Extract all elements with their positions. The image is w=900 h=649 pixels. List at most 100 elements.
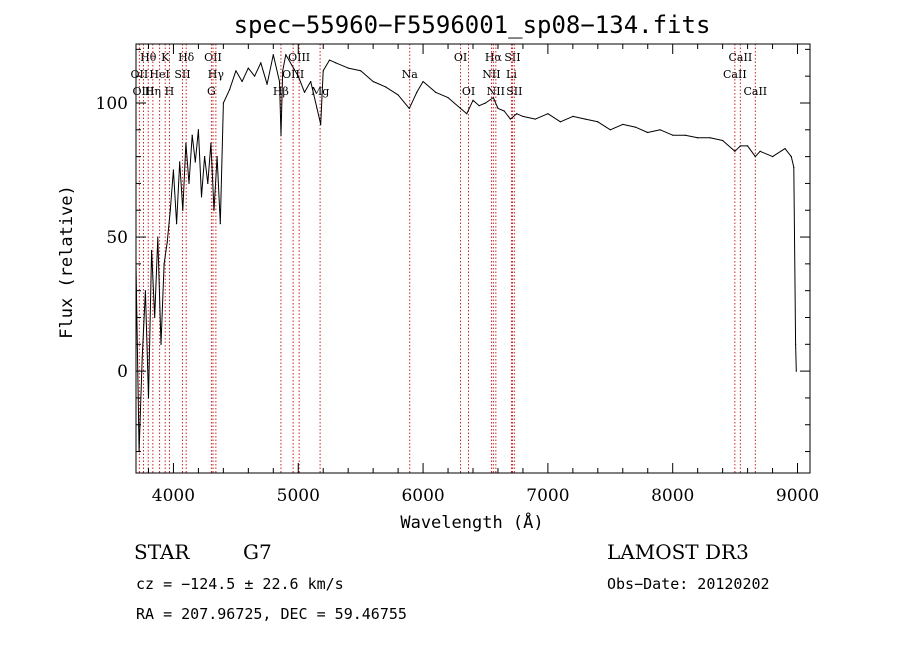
data-point [310,80,312,83]
data-point [697,137,699,139]
data-point [509,118,512,120]
data-point [492,97,494,99]
data-point [285,54,287,56]
data-point [397,94,399,96]
data-point [182,209,184,211]
data-point [303,91,306,93]
survey-name: LAMOST DR3 [607,540,749,564]
line-marker-label: SII [174,68,190,81]
observation-date: Obs−Date: 20120202 [607,575,770,593]
x-tick-label: 6000 [401,486,444,506]
object-class: STAR [134,540,190,564]
line-marker-label: Hβ [273,85,289,98]
spectrum-series [135,54,797,453]
data-point [328,59,331,61]
data-point [746,145,749,147]
data-point [754,156,756,158]
data-point [790,156,792,158]
line-marker-label: CaII [723,68,747,81]
data-point [197,129,200,131]
data-point [185,142,187,144]
data-point [280,134,282,136]
data-point [503,110,505,112]
data-point [722,139,724,142]
data-point [466,113,468,115]
data-point [472,99,474,101]
line-marker-label: OIII [282,68,304,81]
plot-frame [135,43,811,474]
data-point [684,134,686,136]
data-point [784,147,786,150]
data-point [634,126,636,128]
line-marker-label: H [165,85,175,98]
data-point [597,121,599,123]
emission-line-markers: Hθ OII OIII K HeI Hη Hδ SII H OII Hγ G OIII OIII Hβ Mg N… [131,44,767,473]
sky-coordinates: RA = 207.96725, DEC = 59.46755 [136,605,407,623]
data-point [207,182,209,185]
data-point [385,86,387,88]
line-marker-label: OIII [288,51,310,64]
data-point [222,102,224,104]
line-marker-label: HeI [149,68,169,81]
line-marker-label: Hη [145,85,161,98]
y-axis-label: Flux (relative) [57,185,77,339]
data-point [522,115,524,117]
y-tick-label: 100 [96,94,128,114]
data-point [771,156,774,158]
x-axis-label: Wavelength (Å) [400,511,543,533]
data-point [241,80,243,83]
data-point [659,129,661,131]
line-marker-label: Na [402,68,419,81]
x-tick-label: 4000 [152,486,195,506]
line-marker-label: OII [204,51,222,64]
data-point [160,343,162,345]
data-point [408,107,410,109]
data-point [795,343,797,345]
data-point [188,182,190,185]
data-point [157,236,159,238]
series-line-0 [135,54,797,453]
data-point [572,115,574,117]
data-point [316,107,318,109]
data-point [194,161,196,163]
line-marker-label: SII [506,85,522,98]
data-point [335,62,337,64]
x-tick-label: 8000 [651,486,694,506]
data-point [169,209,171,211]
data-point [360,70,362,72]
object-subclass: G7 [243,540,272,564]
data-point [322,70,324,72]
data-point [584,118,586,120]
data-point [759,150,761,152]
line-marker-label: K [161,51,170,64]
data-point [200,196,203,198]
data-point [235,70,237,72]
chart-title: spec−55960−F5596001_sp08−134.fits [234,11,711,39]
data-point [793,166,795,168]
data-point [272,54,274,56]
data-point [559,121,561,123]
line-marker-label: NII [482,68,500,81]
data-point [534,118,537,120]
data-point [151,249,153,252]
line-marker-label: OIII [132,85,154,98]
data-point [739,145,741,147]
data-point [175,223,178,225]
data-point [260,62,262,64]
data-point [647,131,649,134]
data-point [204,156,206,158]
y-tick-label: 0 [117,362,128,382]
line-marker-label: SII [504,51,520,64]
axis-ticks: 4000 5000 6000 7000 8000 9000 0 50 100 [96,44,819,506]
data-point [282,70,284,72]
data-point [253,75,256,77]
data-point [516,113,518,115]
y-tick-label: 50 [106,228,128,248]
data-point [172,169,175,171]
data-point [216,156,218,158]
line-marker-label: OI [462,85,475,98]
data-point [210,142,212,144]
line-marker-label: Hα [485,51,503,64]
data-point [372,80,374,83]
